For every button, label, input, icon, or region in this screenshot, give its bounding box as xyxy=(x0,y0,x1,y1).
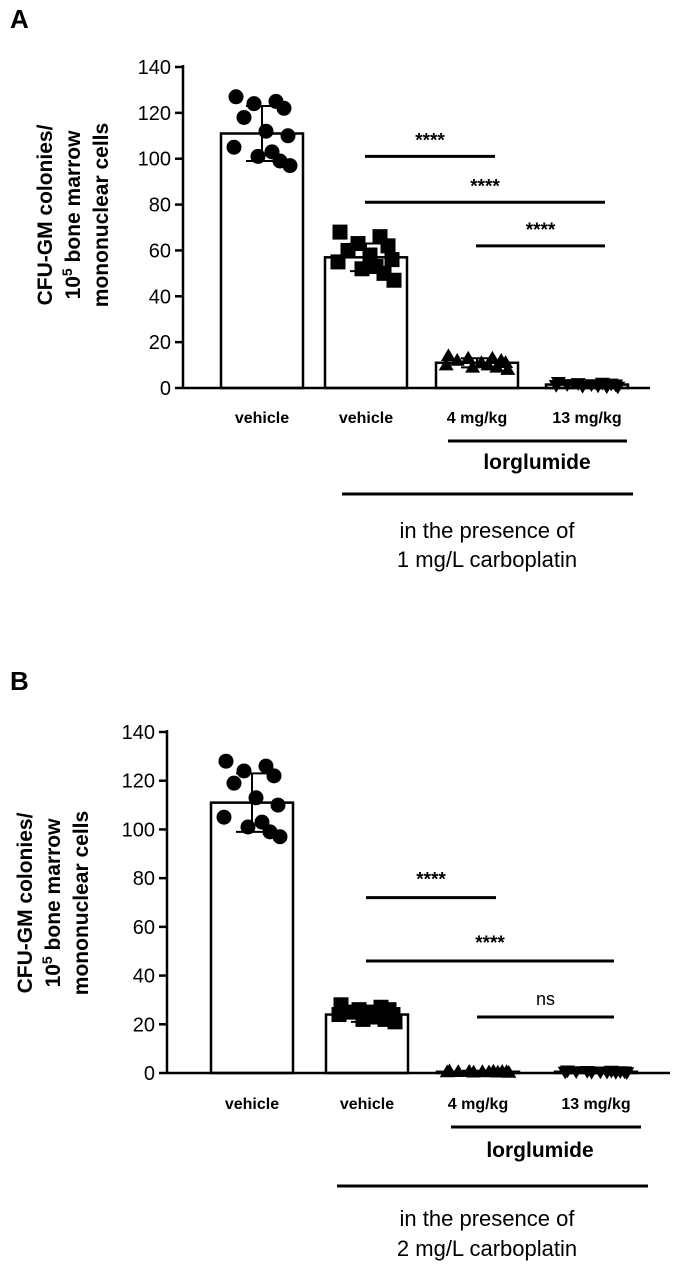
data-point xyxy=(236,763,252,779)
data-point xyxy=(276,100,292,116)
condition-label-line-2: 2 mg/L carboplatin xyxy=(397,1236,577,1261)
y-axis-label-line-2: 105 bone marrow xyxy=(39,818,65,988)
y-axis-label-line-3: mononuclear cells xyxy=(90,123,113,307)
data-point xyxy=(218,753,234,769)
y-tick-label: 140 xyxy=(122,722,155,744)
data-point xyxy=(236,109,252,125)
data-point xyxy=(330,254,346,270)
data-point xyxy=(439,1064,455,1078)
data-point xyxy=(216,809,232,825)
data-point xyxy=(489,359,505,373)
data-point xyxy=(559,379,575,392)
data-point xyxy=(270,797,286,813)
data-point xyxy=(599,381,615,395)
y-tick-label: 40 xyxy=(133,966,155,988)
y-axis-label-line-1: CFU-GM colonies/ xyxy=(34,124,57,305)
y-tick-label: 20 xyxy=(149,332,171,354)
data-point xyxy=(548,379,564,393)
data-point xyxy=(500,362,516,375)
significance-label: **** xyxy=(416,870,446,891)
y-axis-label-line-1: CFU-GM colonies/ xyxy=(14,812,37,993)
y-axis-label-line-2: 105 bone marrow xyxy=(59,130,85,300)
x-tick-label: 4 mg/kg xyxy=(447,410,507,427)
data-point xyxy=(619,1067,635,1081)
data-point xyxy=(490,1064,506,1078)
data-point xyxy=(258,123,274,139)
x-tick-label: vehicle xyxy=(235,410,289,427)
x-tick-label: 13 mg/kg xyxy=(561,1096,630,1113)
data-point xyxy=(501,1065,517,1078)
y-tick-label: 100 xyxy=(138,149,171,171)
y-tick-label: 120 xyxy=(122,771,155,793)
data-point xyxy=(610,381,626,395)
panel-a-chart: A 0 20 40 60 80 100 120 140 CFU-GM colonies/105 b… xyxy=(10,4,650,572)
data-point xyxy=(280,128,296,144)
data-point xyxy=(354,261,370,277)
significance-label: ns xyxy=(536,989,555,1009)
bar-1 xyxy=(209,801,295,1075)
y-tick-label: 0 xyxy=(144,1063,155,1085)
y-tick-label: 120 xyxy=(138,103,171,125)
panel-label: A xyxy=(10,4,29,34)
y-tick-label: 60 xyxy=(133,917,155,939)
data-point xyxy=(384,252,400,268)
data-point xyxy=(386,272,402,288)
data-point xyxy=(226,139,242,155)
data-point xyxy=(568,1066,584,1080)
x-tick-label: 4 mg/kg xyxy=(448,1096,508,1113)
condition-label-line-1: in the presence of xyxy=(400,1206,576,1231)
data-point xyxy=(332,224,348,240)
y-tick-label: 0 xyxy=(160,378,171,400)
significance-label: **** xyxy=(526,220,556,241)
data-point xyxy=(355,1011,371,1027)
y-tick-label: 80 xyxy=(149,195,171,217)
data-point xyxy=(460,350,476,364)
significance-label: **** xyxy=(415,130,445,151)
data-point xyxy=(450,1064,466,1078)
data-point xyxy=(246,96,262,112)
data-point xyxy=(449,352,465,366)
data-point xyxy=(266,768,282,784)
condition-label-line-2: 1 mg/L carboplatin xyxy=(397,547,577,572)
panel-label: B xyxy=(10,666,29,696)
data-point xyxy=(387,1014,403,1030)
y-tick-label: 140 xyxy=(138,57,171,79)
data-point xyxy=(557,1066,573,1080)
x-tick-label: 13 mg/kg xyxy=(552,410,621,427)
data-point xyxy=(340,242,356,258)
x-tick-label: vehicle xyxy=(340,1096,394,1113)
y-tick-label: 100 xyxy=(122,819,155,841)
data-point xyxy=(282,158,298,174)
significance-label: **** xyxy=(475,933,505,954)
significance-label: **** xyxy=(470,176,500,197)
y-tick-label: 80 xyxy=(133,868,155,890)
y-axis-label-line-3: mononuclear cells xyxy=(70,811,93,995)
data-point xyxy=(608,1067,624,1080)
data-point xyxy=(226,775,242,791)
bar-1 xyxy=(219,132,305,390)
data-point xyxy=(380,238,396,254)
data-point xyxy=(228,89,244,105)
condition-label-line-1: in the presence of xyxy=(400,518,576,543)
data-point xyxy=(272,829,288,845)
data-point xyxy=(331,1007,347,1023)
data-point xyxy=(248,790,264,806)
data-point xyxy=(438,357,454,371)
panel-b-chart: B 0 20 40 60 80 100 120 140 CFU-GM colonies/105 b… xyxy=(10,666,670,1261)
lorglumide-label: lorglumide xyxy=(483,451,590,474)
data-point xyxy=(465,359,481,373)
y-tick-label: 40 xyxy=(149,286,171,308)
x-tick-label: vehicle xyxy=(339,410,393,427)
y-tick-label: 60 xyxy=(149,240,171,262)
data-point xyxy=(440,348,456,362)
x-tick-label: vehicle xyxy=(225,1096,279,1113)
lorglumide-label: lorglumide xyxy=(486,1139,593,1162)
y-tick-label: 20 xyxy=(133,1014,155,1036)
